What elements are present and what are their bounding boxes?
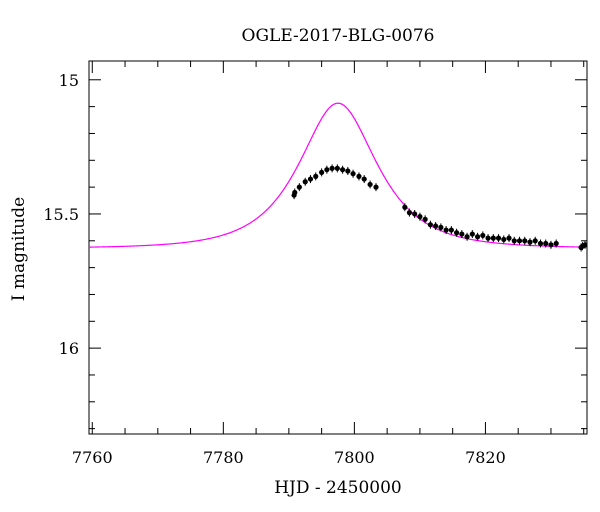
data-point [433,223,439,229]
x-tick-label: 7780 [203,448,244,467]
data-point [448,227,454,233]
data-point [361,176,367,182]
data-point [548,242,554,248]
data-point [459,231,465,237]
data-point [537,240,544,247]
x-axis-label: HJD - 2450000 [274,478,402,498]
x-tick-label: 7800 [334,448,375,467]
data-point [522,238,528,244]
y-tick-label: 15.5 [43,205,79,224]
data-point [324,167,330,173]
data-point [501,236,507,243]
data-point [474,234,481,240]
data-point [345,168,351,174]
data-point [464,234,470,240]
data-point [412,211,418,217]
data-point [469,231,475,237]
x-tick-label: 7820 [465,448,506,467]
chart-title: OGLE-2017-BLG-0076 [242,26,435,46]
data-point [485,235,491,241]
y-tick-label: 16 [59,339,79,358]
plot-frame [88,60,588,435]
data-point [443,227,449,233]
data-point [454,230,460,236]
data-point [296,184,302,190]
data-point [373,184,379,190]
data-point [495,235,502,241]
data-point [553,240,559,247]
data-point [490,235,496,241]
data-point [292,189,298,196]
plot-content [89,102,587,252]
x-tick-label: 7760 [72,448,113,467]
data-point [350,171,356,177]
data-point [427,222,433,228]
data-point [406,210,413,216]
data-point [313,173,319,179]
data-point [417,214,423,220]
data-point [543,240,549,247]
data-point [302,179,308,185]
y-axis-label: I magnitude [9,197,29,301]
data-point [516,238,523,244]
data-point [480,232,486,239]
data-point [334,165,340,171]
data-point [339,167,346,173]
data-points [291,164,587,252]
y-tick-label: 15 [59,71,79,90]
data-point [438,224,444,230]
data-point [356,173,362,179]
data-point [422,216,428,222]
y-tick-labels: 15 15.5 16 [43,71,79,358]
data-point [367,181,373,188]
x-tick-labels: 7760 7780 7800 7820 [72,448,506,467]
data-point [511,238,517,244]
plot-border [88,60,588,435]
data-point [329,165,335,171]
model-curve [89,102,587,248]
data-point [307,176,314,182]
axis-ticks [89,61,587,434]
data-point [582,242,587,248]
data-point [319,169,325,175]
data-point [532,238,538,244]
data-point [527,239,533,245]
data-point [402,204,408,210]
data-point [506,235,512,241]
